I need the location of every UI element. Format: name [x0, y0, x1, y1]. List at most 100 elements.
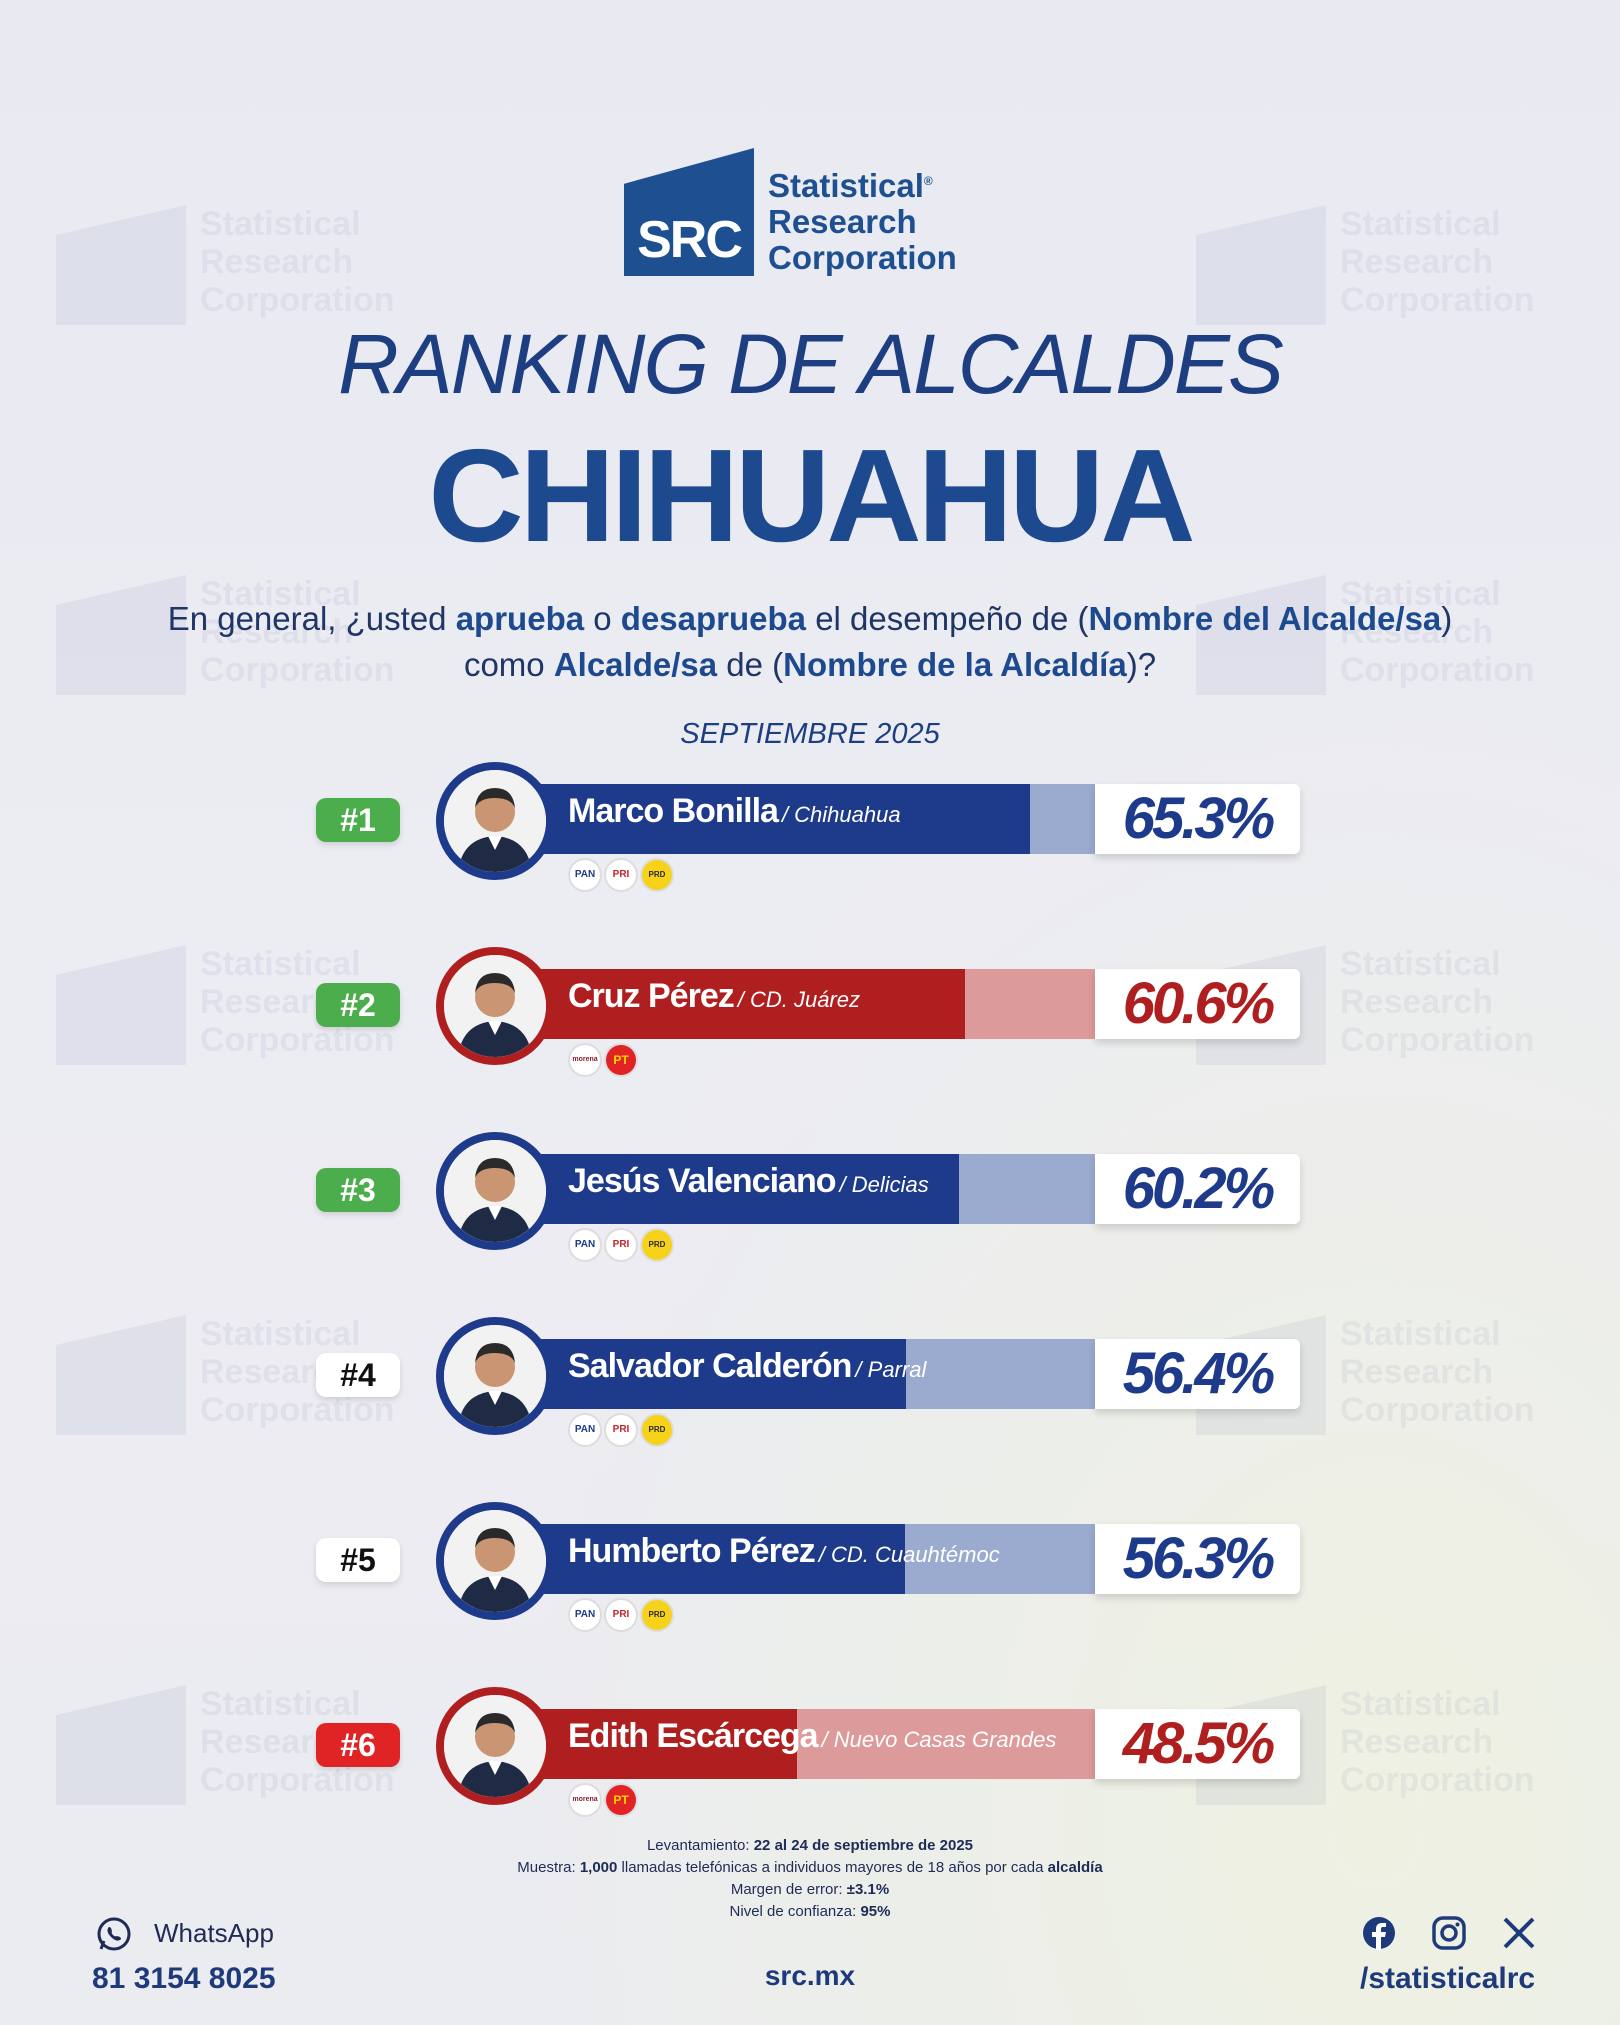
pan-logo-icon: PAN [570, 1415, 600, 1445]
survey-date: SEPTIEMBRE 2025 [680, 718, 940, 750]
methodology-notes: Levantamiento: 22 al 24 de septiembre de… [517, 1837, 1103, 1920]
prd-logo-icon: PRD [642, 860, 672, 890]
party-logos: PAN PRI PRD [570, 1415, 672, 1445]
person-icon [444, 1510, 546, 1612]
mayor-photo [436, 1132, 554, 1250]
municipality-name: / Nuevo Casas Grandes [821, 1727, 1057, 1752]
approval-value: 56.4% [1122, 1341, 1275, 1406]
approval-bar [540, 1524, 1095, 1594]
mayor-name: Jesús Valenciano [568, 1162, 836, 1200]
approval-value: 60.6% [1122, 971, 1275, 1036]
municipality-name: / Chihuahua [781, 802, 901, 827]
morena-logo-icon: morena [570, 1045, 600, 1075]
party-logos: morena PT [570, 1045, 636, 1075]
approval-value: 65.3% [1122, 786, 1275, 851]
person-icon [444, 1695, 546, 1797]
pri-logo-icon: PRI [606, 1600, 636, 1630]
mayor-name: Marco Bonilla [568, 792, 779, 830]
pri-logo-icon: PRI [606, 1230, 636, 1260]
instagram-icon[interactable] [1432, 1916, 1466, 1950]
whatsapp-label: WhatsApp [154, 1918, 274, 1948]
mayor-photo [436, 1317, 554, 1435]
prd-logo-icon: PRD [642, 1415, 672, 1445]
pan-logo-icon: PAN [570, 1230, 600, 1260]
bar-fill [540, 1154, 959, 1224]
party-logos: morena PT [570, 1785, 636, 1815]
approval-bar [540, 1709, 1095, 1779]
pan-logo-icon: PAN [570, 1600, 600, 1630]
pt-logo-icon: PT [606, 1785, 636, 1815]
person-icon [444, 1140, 546, 1242]
mayor-photo [436, 1687, 554, 1805]
mayor-name: Humberto Pérez [568, 1532, 816, 1570]
mayor-photo [436, 947, 554, 1065]
page-title: RANKING DE ALCALDES [338, 317, 1284, 411]
person-icon [444, 770, 546, 872]
morena-logo-icon: morena [570, 1785, 600, 1815]
ranking-row: #4 Salvador Calderón / Parral 56.4% PAN PRI PR… [0, 1317, 1620, 1457]
prd-logo-icon: PRD [642, 1600, 672, 1630]
bar-fill [540, 1339, 906, 1409]
approval-bar [540, 1154, 1095, 1224]
mayor-name-label: Marco Bonilla / Chihuahua [568, 794, 901, 828]
watermark: Statistical Research Corporation [1196, 205, 1535, 325]
mayor-name-label: Cruz Pérez / CD. Juárez [568, 979, 860, 1013]
rank-badge: #2 [316, 983, 400, 1027]
person-icon [444, 1325, 546, 1427]
mayor-name-label: Humberto Pérez / CD. Cuauhtémoc [568, 1534, 1000, 1568]
approval-value-box: 48.5% [1095, 1709, 1300, 1779]
approval-value-box: 65.3% [1095, 784, 1300, 854]
mayor-name: Cruz Pérez [568, 977, 735, 1015]
rank-badge: #3 [316, 1168, 400, 1212]
pan-logo-icon: PAN [570, 860, 600, 890]
facebook-icon[interactable] [1362, 1916, 1396, 1950]
mayor-photo [436, 1502, 554, 1620]
watermark: Statistical Research Corporation [56, 205, 395, 325]
whatsapp-icon [97, 1917, 131, 1951]
approval-value-box: 60.2% [1095, 1154, 1300, 1224]
rank-badge: #4 [316, 1353, 400, 1397]
brand-logo: SRC Statistical® Research Corporation [624, 148, 957, 276]
pt-logo-icon: PT [606, 1045, 636, 1075]
mayor-name-label: Salvador Calderón / Parral [568, 1349, 926, 1383]
party-logos: PAN PRI PRD [570, 860, 672, 890]
bar-fill [540, 969, 965, 1039]
approval-bar [540, 969, 1095, 1039]
bar-fill [540, 784, 1030, 854]
mayor-name: Salvador Calderón [568, 1347, 852, 1385]
ranking-row: #6 Edith Escárcega / Nuevo Casas Grandes 48… [0, 1687, 1620, 1827]
mayor-name-label: Jesús Valenciano / Delicias [568, 1164, 929, 1198]
approval-value: 56.3% [1122, 1526, 1275, 1591]
ranking-row: #1 Marco Bonilla / Chihuahua 65.3% PAN PRI PRD [0, 762, 1620, 902]
approval-value: 60.2% [1122, 1156, 1275, 1221]
municipality-name: / Parral [855, 1357, 927, 1382]
rank-badge: #5 [316, 1538, 400, 1582]
social-links: /statisticalrc [1360, 1916, 1550, 1994]
mayor-photo [436, 762, 554, 880]
bar-fill [540, 1709, 797, 1779]
website-link[interactable]: src.mx [764, 1960, 856, 1991]
party-logos: PAN PRI PRD [570, 1600, 672, 1630]
mayor-name: Edith Escárcega [568, 1717, 819, 1755]
mayor-name-label: Edith Escárcega / Nuevo Casas Grandes [568, 1719, 1056, 1753]
ranking-row: #5 Humberto Pérez / CD. Cuauhtémoc 56.3% PAN… [0, 1502, 1620, 1642]
party-logos: PAN PRI PRD [570, 1230, 672, 1260]
municipality-name: / Delicias [839, 1172, 929, 1197]
approval-value-box: 56.4% [1095, 1339, 1300, 1409]
pri-logo-icon: PRI [606, 1415, 636, 1445]
social-handle[interactable]: /statisticalrc [1360, 1962, 1536, 1995]
whatsapp-number[interactable]: 81 3154 8025 [92, 1962, 276, 1995]
logo-name: Statistical® Research Corporation [768, 167, 957, 276]
municipality-name: / CD. Cuauhtémoc [818, 1542, 1000, 1567]
bar-fill [540, 1524, 905, 1594]
ranking-row: #3 Jesús Valenciano / Delicias 60.2% PAN PRI P… [0, 1132, 1620, 1272]
pri-logo-icon: PRI [606, 860, 636, 890]
prd-logo-icon: PRD [642, 1230, 672, 1260]
approval-bar [540, 784, 1095, 854]
rank-badge: #1 [316, 798, 400, 842]
survey-question: En general, ¿usted aprueba o desaprueba … [167, 600, 1453, 683]
ranking-row: #2 Cruz Pérez / CD. Juárez 60.6% morena PT [0, 947, 1620, 1087]
x-icon[interactable] [1502, 1916, 1536, 1950]
state-title: CHIHUAHUA [428, 422, 1195, 569]
rank-badge: #6 [316, 1723, 400, 1767]
